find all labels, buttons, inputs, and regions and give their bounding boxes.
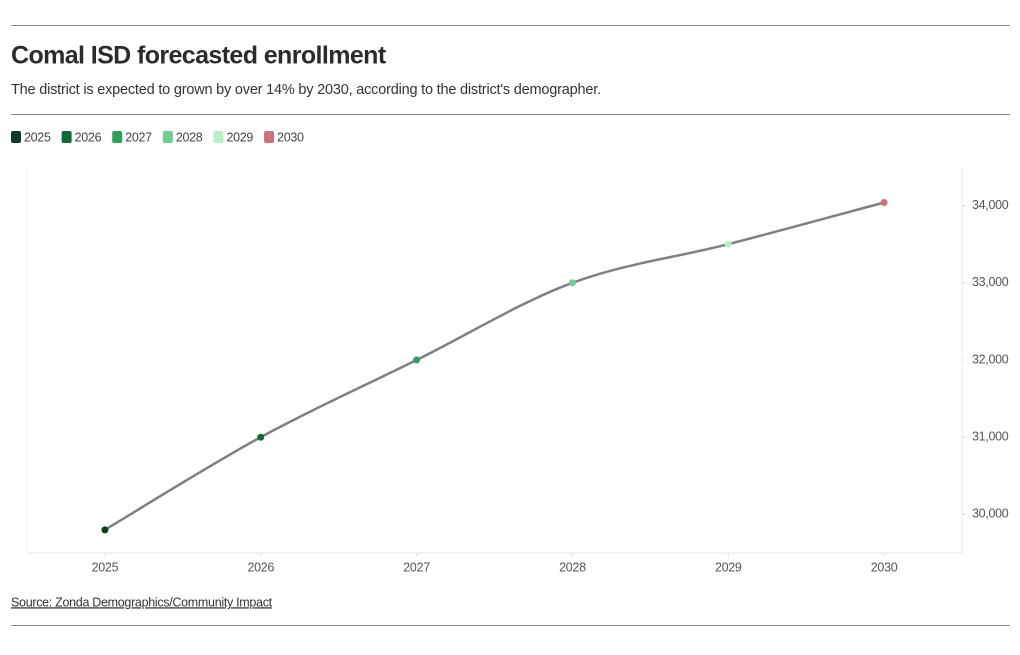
data-point [413, 356, 421, 364]
y-tick-label: 33,000 [972, 275, 1009, 289]
legend-swatch [264, 131, 275, 143]
x-tick-label: 2029 [715, 560, 742, 574]
x-tick-label: 2030 [871, 560, 898, 574]
legend-swatch [11, 131, 21, 143]
y-tick-label: 34,000 [972, 198, 1009, 212]
x-tick-label: 2027 [403, 560, 430, 574]
legend-swatch [162, 131, 173, 143]
chart-title: Comal ISD forecasted enrollment [11, 42, 387, 70]
y-tick-label: 30,000 [972, 507, 1009, 521]
legend-swatch [61, 131, 72, 143]
legend-label: 2026 [75, 130, 102, 144]
source[interactable]: Source: Zonda Demographics/Community Imp… [11, 595, 273, 609]
legend-label: 2030 [277, 130, 304, 144]
y-tick-label: 32,000 [972, 352, 1009, 366]
legend-label: 2028 [176, 130, 203, 144]
data-point [257, 433, 265, 441]
legend-label: 2025 [24, 130, 51, 144]
x-tick-label: 2026 [247, 560, 274, 574]
plot-area: 30,000 31,000 32,000 33,000 34,000 2025 2026 20… [26, 167, 1009, 574]
data-point [101, 526, 109, 534]
legend: 2025 2026 2027 2028 2029 2030 [11, 130, 304, 144]
line [104, 201, 885, 531]
data-point [568, 279, 576, 287]
chart-subtitle: The district is expected to grown by ove… [11, 82, 601, 98]
y-tick-label: 31,000 [972, 429, 1009, 443]
x-tick-label: 2025 [92, 560, 119, 574]
data-point [724, 240, 732, 248]
data-point [880, 199, 888, 207]
legend-label: 2029 [226, 130, 253, 144]
legend-label: 2027 [125, 130, 152, 144]
x-tick-label: 2028 [559, 560, 586, 574]
legend-swatch [213, 131, 224, 143]
legend-swatch [112, 131, 123, 143]
